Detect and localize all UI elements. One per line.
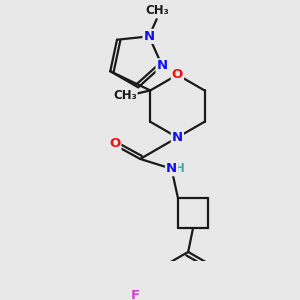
Text: O: O bbox=[172, 68, 183, 81]
Text: O: O bbox=[109, 137, 120, 150]
Text: H: H bbox=[174, 162, 184, 175]
Text: N: N bbox=[143, 30, 155, 43]
Text: N: N bbox=[157, 59, 168, 72]
Text: F: F bbox=[131, 290, 140, 300]
Text: N: N bbox=[166, 162, 177, 175]
Text: CH₃: CH₃ bbox=[113, 89, 137, 102]
Text: N: N bbox=[172, 131, 183, 144]
Text: CH₃: CH₃ bbox=[145, 4, 169, 17]
